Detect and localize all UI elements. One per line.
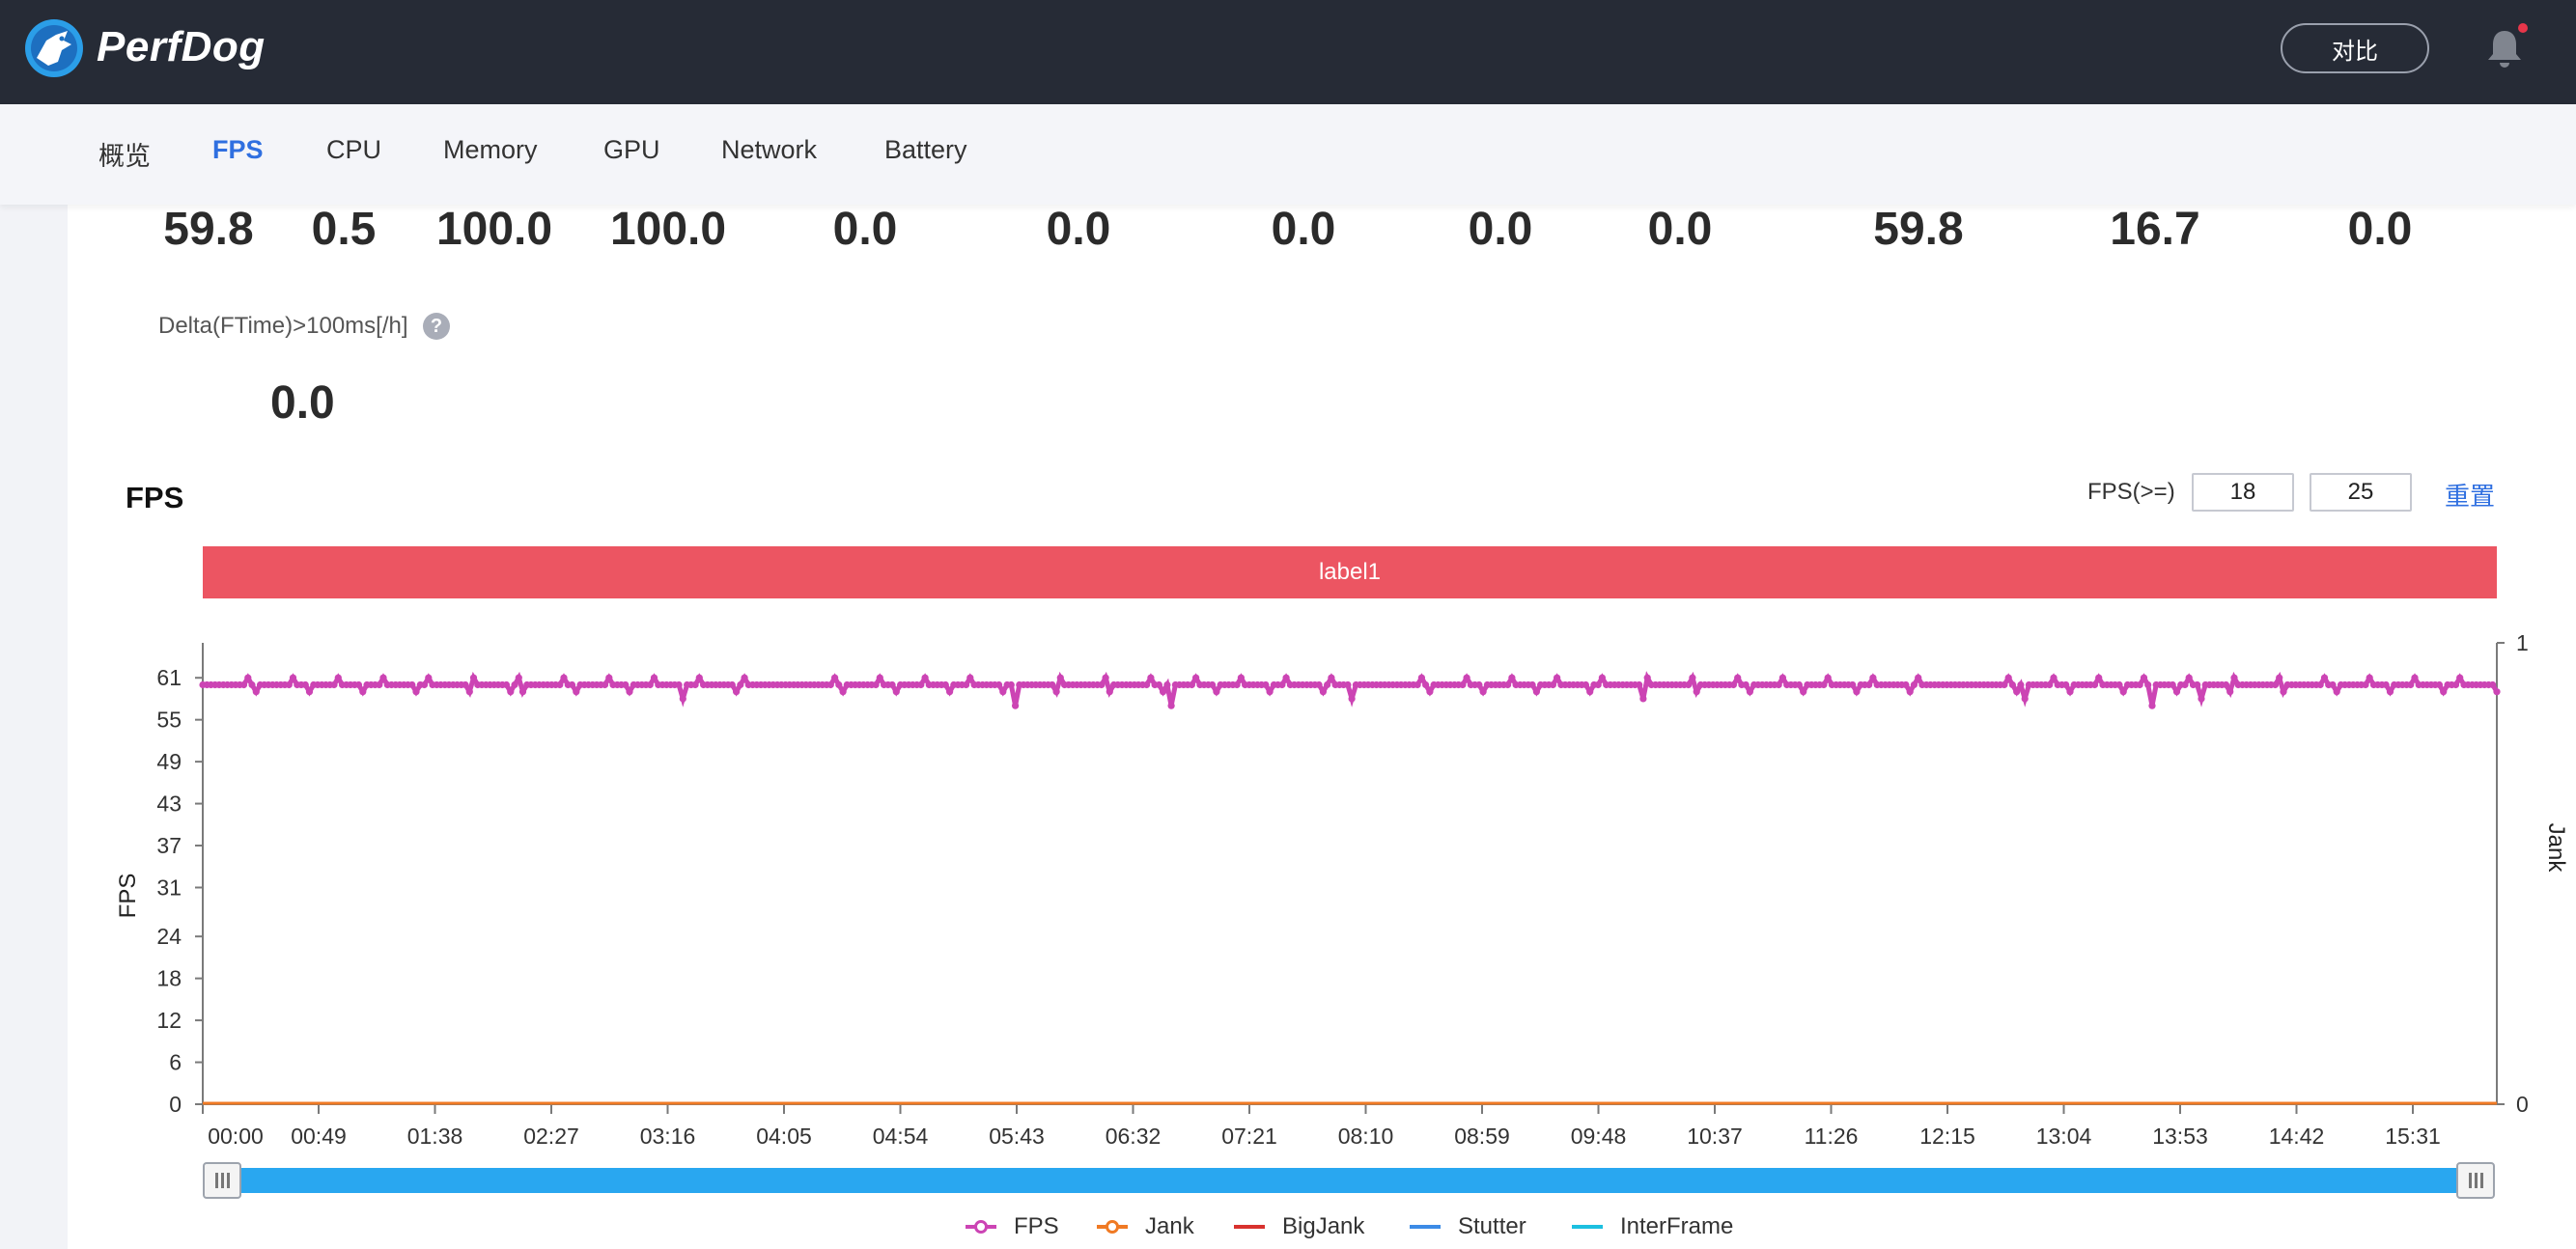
legend-item-stutter[interactable]: Stutter xyxy=(1410,1212,1526,1241)
stat-value: 0.0 xyxy=(1271,204,1336,255)
legend-label: Stutter xyxy=(1458,1213,1526,1239)
stat-value: 0.0 xyxy=(1647,204,1713,255)
delta-ftime-value: 0.0 xyxy=(270,377,335,429)
fps-threshold-label: FPS(>=) xyxy=(2087,479,2175,505)
tab-cpu[interactable]: CPU xyxy=(326,135,382,164)
compare-button[interactable]: 对比 xyxy=(2281,23,2429,73)
tab-memory[interactable]: Memory xyxy=(443,135,538,164)
stat-value: 59.8 xyxy=(163,204,254,255)
legend-swatch xyxy=(1410,1216,1441,1237)
legend-swatch xyxy=(1234,1216,1265,1237)
zoom-handle-right[interactable] xyxy=(2456,1162,2495,1199)
stat-value: 59.8 xyxy=(1873,204,1964,255)
legend-label: InterFrame xyxy=(1620,1213,1734,1239)
label-bar[interactable]: label1 xyxy=(203,546,2497,598)
tab-fps[interactable]: FPS xyxy=(212,135,264,164)
stat-value: 0.5 xyxy=(311,204,377,255)
perfdog-logo[interactable] xyxy=(23,15,85,81)
legend-label: FPS xyxy=(1014,1213,1059,1239)
stat-value: 100.0 xyxy=(609,204,727,255)
fps-threshold-input-high[interactable] xyxy=(2310,473,2412,512)
legend-item-bigjank[interactable]: BigJank xyxy=(1234,1212,1364,1241)
legend-label: Jank xyxy=(1145,1213,1194,1239)
legend-swatch xyxy=(966,1216,996,1237)
tab-bar: 概览 FPS CPU Memory GPU Network Battery xyxy=(0,104,2576,205)
stat-value: 0.0 xyxy=(2347,204,2413,255)
stat-value: 100.0 xyxy=(435,204,553,255)
fps-threshold-input-low[interactable] xyxy=(2192,473,2294,512)
top-bar: PerfDog 对比 xyxy=(0,0,2576,104)
zoom-range-track[interactable] xyxy=(205,1168,2495,1193)
content-panel xyxy=(68,205,2576,1249)
legend-item-fps[interactable]: FPS xyxy=(966,1212,1059,1241)
legend-swatch xyxy=(1572,1216,1603,1237)
reset-link[interactable]: 重置 xyxy=(2445,482,2496,511)
legend-item-interframe[interactable]: InterFrame xyxy=(1572,1212,1733,1241)
tab-overview[interactable]: 概览 xyxy=(98,142,151,171)
stat-value: 0.0 xyxy=(1046,204,1111,255)
notification-dot xyxy=(2518,23,2528,33)
help-icon[interactable]: ? xyxy=(423,313,450,340)
bell-icon[interactable] xyxy=(2485,27,2524,69)
chart-title: FPS xyxy=(126,481,184,514)
tab-battery[interactable]: Battery xyxy=(884,135,967,164)
tab-gpu[interactable]: GPU xyxy=(603,135,660,164)
zoom-handle-left[interactable] xyxy=(203,1162,241,1199)
stat-value: 16.7 xyxy=(2110,204,2200,255)
stat-value: 0.0 xyxy=(1468,204,1533,255)
brand-name: PerfDog xyxy=(97,23,266,70)
legend-label: BigJank xyxy=(1282,1213,1365,1239)
legend-item-jank[interactable]: Jank xyxy=(1097,1212,1194,1241)
delta-ftime-label: Delta(FTime)>100ms[/h] xyxy=(158,313,408,339)
stat-value: 0.0 xyxy=(832,204,898,255)
legend-swatch xyxy=(1097,1216,1128,1237)
tab-network[interactable]: Network xyxy=(721,135,818,164)
